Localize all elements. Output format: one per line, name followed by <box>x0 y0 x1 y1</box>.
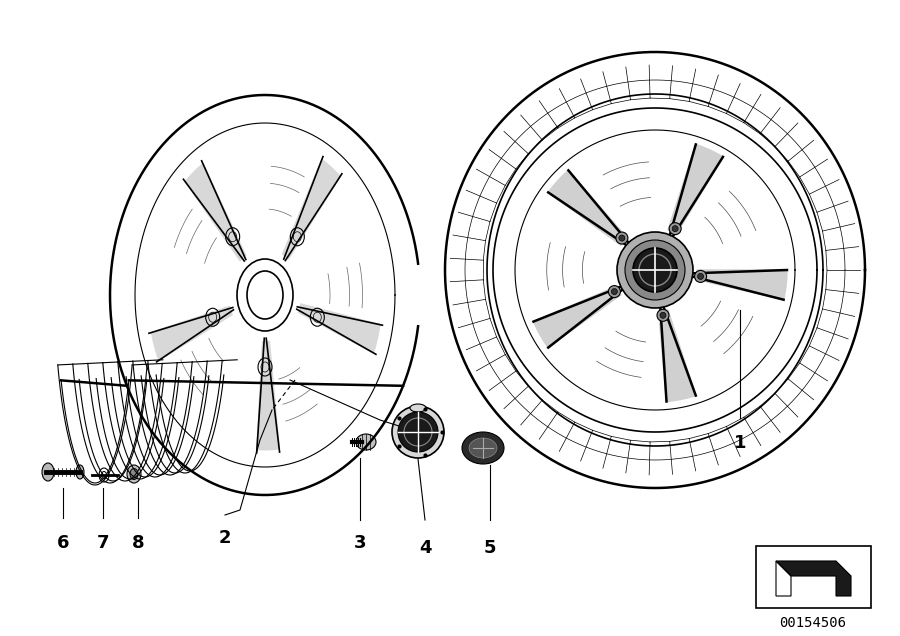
Ellipse shape <box>127 465 141 483</box>
Polygon shape <box>299 304 380 353</box>
Circle shape <box>695 270 707 282</box>
Bar <box>756 546 871 608</box>
Polygon shape <box>696 270 787 300</box>
Text: 3: 3 <box>354 534 366 552</box>
Circle shape <box>398 412 438 452</box>
Circle shape <box>672 226 679 232</box>
Circle shape <box>619 235 625 241</box>
Polygon shape <box>534 286 621 348</box>
Circle shape <box>633 248 677 292</box>
Text: 00154506: 00154506 <box>779 616 847 630</box>
Text: 2: 2 <box>219 529 231 547</box>
Polygon shape <box>185 163 246 261</box>
Polygon shape <box>151 307 232 361</box>
Text: 8: 8 <box>131 534 144 552</box>
Circle shape <box>698 273 704 279</box>
Circle shape <box>617 232 693 308</box>
Circle shape <box>611 289 617 294</box>
Ellipse shape <box>42 463 54 481</box>
Polygon shape <box>659 310 696 401</box>
Text: 1: 1 <box>734 434 746 452</box>
Ellipse shape <box>76 465 84 479</box>
Circle shape <box>392 406 444 458</box>
Polygon shape <box>548 170 627 245</box>
Polygon shape <box>256 342 279 450</box>
Text: 5: 5 <box>484 539 496 557</box>
Ellipse shape <box>410 404 426 412</box>
Circle shape <box>670 223 681 235</box>
Circle shape <box>657 309 669 321</box>
Text: 7: 7 <box>97 534 109 552</box>
Circle shape <box>625 240 685 300</box>
Polygon shape <box>668 144 723 234</box>
Polygon shape <box>283 160 340 259</box>
Circle shape <box>608 286 620 298</box>
Circle shape <box>616 232 628 244</box>
Ellipse shape <box>462 432 504 464</box>
Text: 4: 4 <box>418 539 431 557</box>
Circle shape <box>660 312 666 318</box>
Ellipse shape <box>130 469 138 480</box>
Text: 6: 6 <box>57 534 69 552</box>
Ellipse shape <box>356 434 376 450</box>
Ellipse shape <box>469 438 497 458</box>
Polygon shape <box>776 561 851 596</box>
